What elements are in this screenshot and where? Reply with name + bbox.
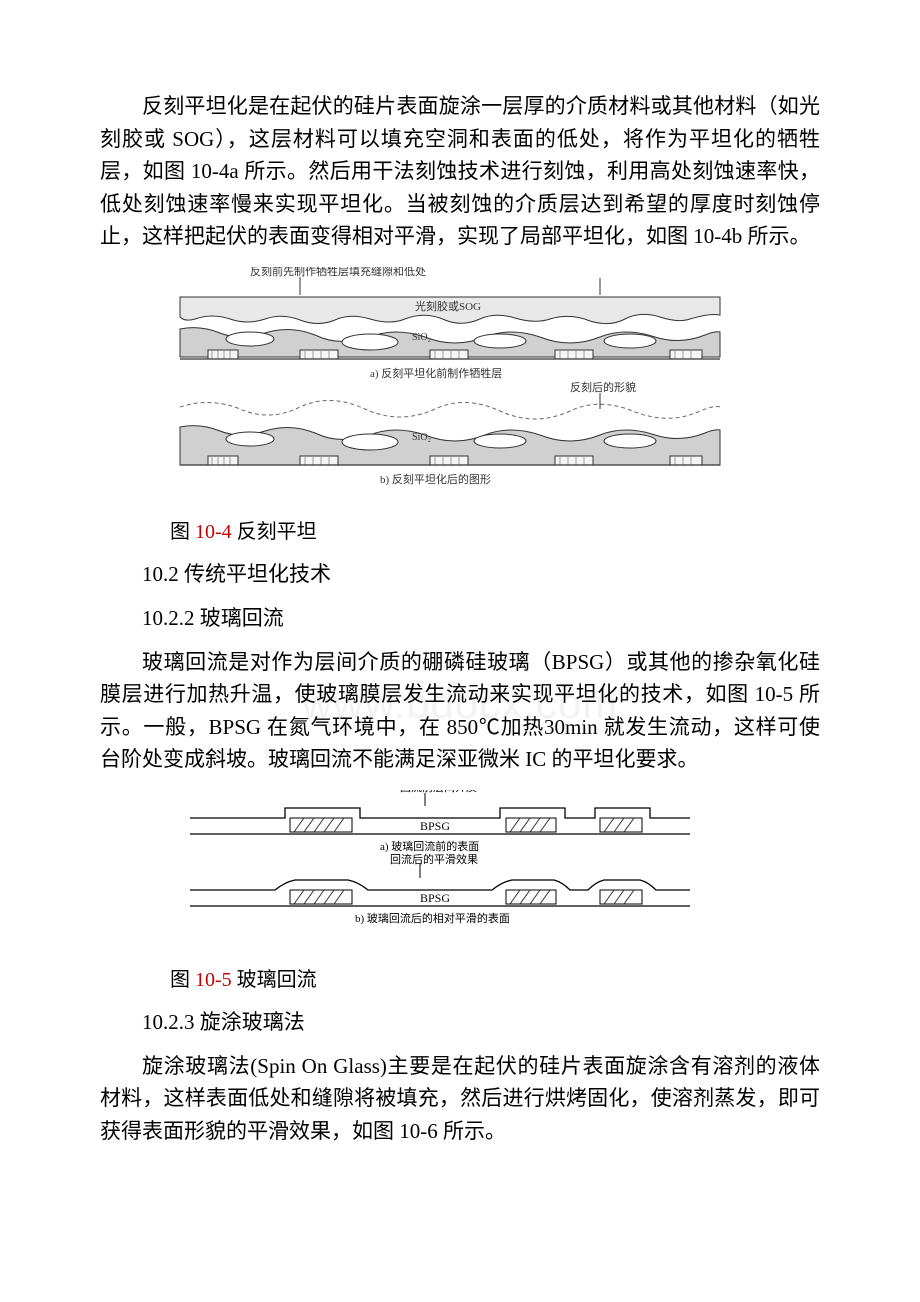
figure-10-4: 反刻前先制作牺牲层填充缝隙和低处 光刻胶或SOG SiO₂: [170, 267, 820, 507]
paragraph-sog: 旋涂玻璃法(Spin On Glass)主要是在起伏的硅片表面旋涂含有溶剂的液体…: [100, 1050, 820, 1148]
heading-10-2-2: 10.2.2 玻璃回流: [100, 602, 820, 632]
fig5-sub-b: b) 玻璃回流后的相对平滑的表面: [355, 911, 510, 925]
fig4-label-after: 反刻后的形貌: [570, 380, 636, 394]
fig4-sub-b: b) 反刻平坦化后的图形: [380, 472, 491, 486]
figure-10-4-caption: 图 10-4 反刻平坦: [170, 515, 820, 544]
figure-10-5-caption: 图 10-5 玻璃回流: [170, 963, 820, 992]
fig5-bpsg-b: BPSG: [420, 891, 450, 905]
fig4-label-resist: 光刻胶或SOG: [415, 299, 481, 313]
paragraph-glassreflow: 玻璃回流是对作为层间介质的硼磷硅玻璃（BPSG）或其他的掺杂氧化硅膜层进行加热升…: [100, 646, 820, 776]
heading-10-2: 10.2 传统平坦化技术: [100, 558, 820, 588]
fig4-label-sio2-a: SiO₂: [412, 332, 431, 343]
paragraph-etchback: 反刻平坦化是在起伏的硅片表面旋涂一层厚的介质材料或其他材料（如光刻胶或 SOG）…: [100, 90, 820, 253]
figure-10-5: 回流前层间介质 BPSG a) 玻璃回流前的表面 回流后的平滑效果: [170, 790, 820, 955]
fig5-label-top: 回流前层间介质: [400, 790, 477, 794]
fig4-label-topleft: 反刻前先制作牺牲层填充缝隙和低处: [250, 267, 426, 278]
fig5-label-after: 回流后的平滑效果: [390, 852, 478, 866]
fig5-sub-a: a) 玻璃回流前的表面: [380, 839, 479, 853]
fig4-label-sio2-b: SiO₂: [412, 432, 431, 443]
heading-10-2-3: 10.2.3 旋涂玻璃法: [100, 1006, 820, 1036]
fig5-bpsg-a: BPSG: [420, 819, 450, 833]
fig4-sub-a: a) 反刻平坦化前制作牺牲层: [370, 366, 502, 380]
